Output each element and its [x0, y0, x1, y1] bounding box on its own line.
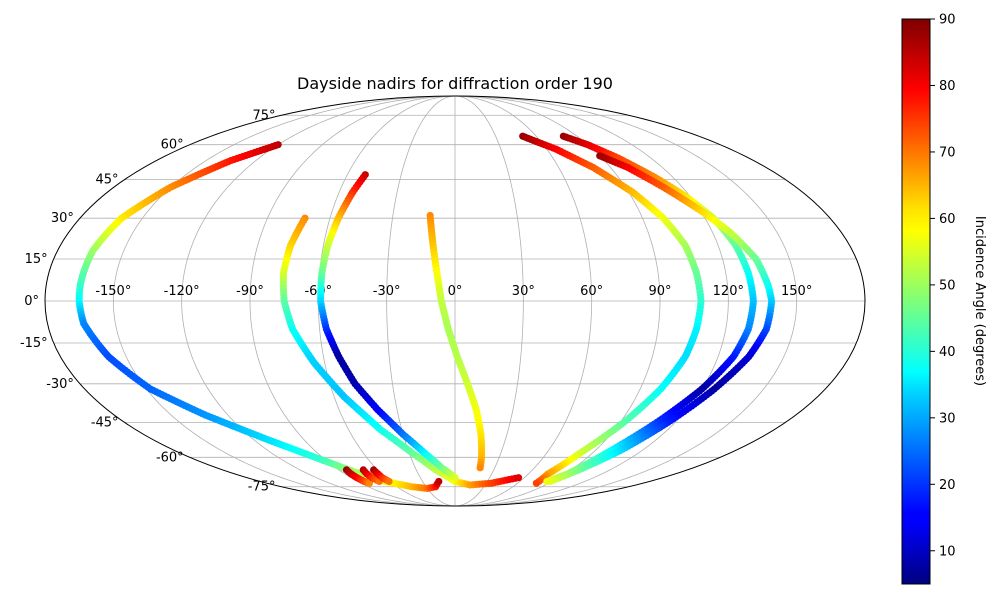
lon-tick-label: -150°	[95, 284, 131, 299]
lat-tick-label: 45°	[96, 173, 119, 188]
lon-tick-label: 60°	[580, 284, 603, 299]
colorbar-gradient	[901, 18, 931, 585]
colorbar-tick-label: 40	[939, 345, 956, 360]
data-point	[532, 479, 540, 487]
lon-tick-label: -30°	[373, 284, 401, 299]
lat-tick-label: -75°	[248, 480, 276, 495]
colorbar-tick-label: 50	[939, 278, 956, 293]
lon-tick-label: 0°	[448, 284, 463, 299]
lon-tick-label: 120°	[713, 284, 744, 299]
colorbar-tick-label: 90	[939, 13, 956, 28]
colorbar-tick-label: 10	[939, 544, 956, 559]
lon-tick-label: 90°	[648, 284, 671, 299]
colorbar-label: Incidence Angle (degrees)	[972, 216, 987, 386]
lon-tick-labels: -150°-120°-90°-60°-30°0°30°60°90°120°150…	[95, 284, 812, 299]
data-points	[75, 132, 776, 493]
lon-tick-label: 30°	[512, 284, 535, 299]
colorbar-tick-label: 70	[939, 145, 956, 160]
colorbar: 10 20 30 40 50 60 70 80 90 Incidence Angle (degr…	[901, 13, 987, 585]
colorbar-ticks: 10 20 30 40 50 60 70 80 90	[930, 13, 956, 559]
lat-tick-label: -60°	[156, 450, 184, 465]
colorbar-tick-label: 80	[939, 79, 956, 94]
lon-tick-label: -120°	[164, 284, 200, 299]
data-point	[365, 479, 374, 487]
colorbar-tick-label: 20	[939, 478, 956, 493]
colorbar-tick-label: 30	[939, 411, 956, 426]
lat-tick-label: 15°	[25, 252, 48, 267]
data-point	[435, 477, 443, 486]
lat-tick-labels: -75° -60° -45° -30° -15° 0° 15° 30° 45° 60° 75°	[20, 108, 276, 494]
lat-tick-label: 75°	[252, 108, 275, 123]
lat-tick-label: 0°	[24, 294, 39, 309]
chart-title: Dayside nadirs for diffraction order 190	[297, 74, 613, 93]
map-outline	[44, 95, 866, 507]
lat-tick-label: -30°	[46, 377, 74, 392]
lat-tick-label: -15°	[20, 336, 48, 351]
data-point	[451, 474, 459, 482]
lon-tick-label: -90°	[236, 284, 264, 299]
data-point	[514, 474, 523, 482]
graticule	[45, 96, 865, 506]
data-point	[476, 464, 484, 472]
data-point	[385, 477, 393, 486]
lat-tick-label: 30°	[51, 211, 74, 226]
lat-tick-label: 60°	[161, 138, 184, 153]
lat-tick-label: -45°	[91, 415, 119, 430]
lon-tick-label: 150°	[781, 284, 812, 299]
colorbar-tick-label: 60	[939, 212, 956, 227]
data-point	[546, 477, 554, 486]
